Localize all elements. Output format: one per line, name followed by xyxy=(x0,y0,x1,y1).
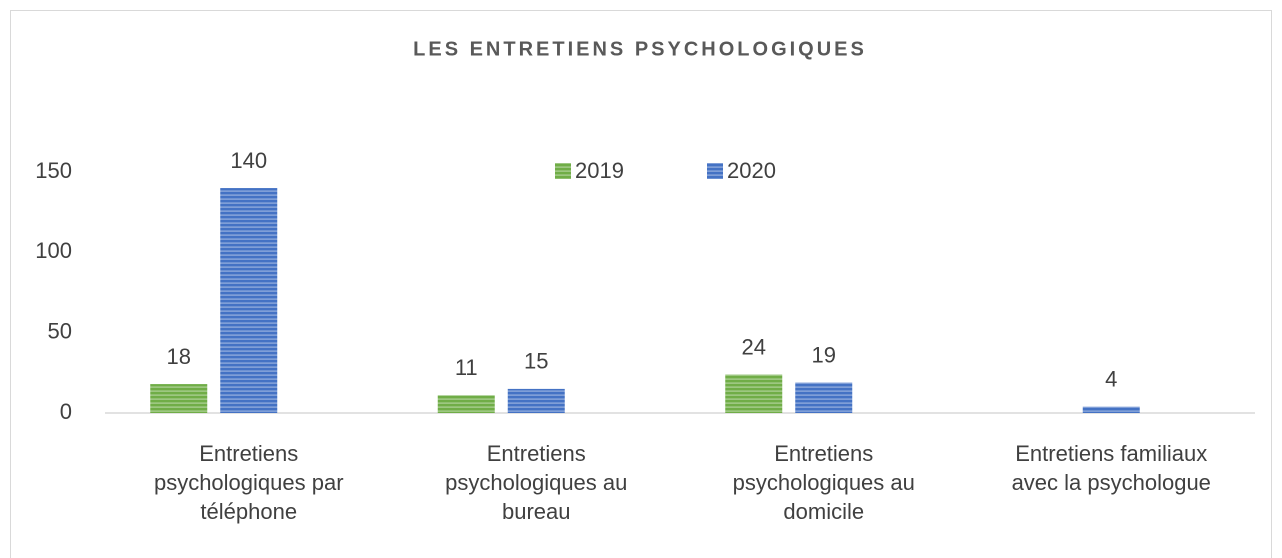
chart-border xyxy=(10,10,1272,558)
x-tick-label: Entretiens psychologiques par téléphone xyxy=(153,441,344,524)
x-tick-label: Entretiens psychologiques au domicile xyxy=(732,441,915,524)
y-tick-label: 0 xyxy=(60,399,72,424)
legend-label: 2020 xyxy=(727,158,776,183)
data-label: 15 xyxy=(524,349,548,374)
y-tick-label: 100 xyxy=(35,238,72,263)
data-label: 19 xyxy=(812,342,836,367)
data-label: 4 xyxy=(1105,366,1117,391)
chart-title: LES ENTRETIENS PSYCHOLOGIQUES xyxy=(413,38,867,60)
bar xyxy=(220,188,278,413)
legend-label: 2019 xyxy=(575,158,624,183)
bar xyxy=(507,388,565,413)
bar xyxy=(437,395,495,413)
legend-swatch xyxy=(555,163,571,179)
bar xyxy=(795,382,853,413)
x-tick-label: Entretiens psychologiques au bureau xyxy=(445,441,628,524)
bar xyxy=(150,384,208,413)
data-label: 24 xyxy=(742,334,766,359)
legend-swatch xyxy=(707,163,723,179)
y-tick-label: 50 xyxy=(48,318,72,343)
x-tick-label: Entretiens familiaux avec la psychologue xyxy=(1011,441,1211,495)
bar xyxy=(725,374,783,413)
data-label: 11 xyxy=(455,355,478,380)
y-tick-label: 150 xyxy=(35,158,72,183)
bar xyxy=(1082,406,1140,413)
data-label: 18 xyxy=(167,344,191,369)
data-label: 140 xyxy=(230,148,267,173)
